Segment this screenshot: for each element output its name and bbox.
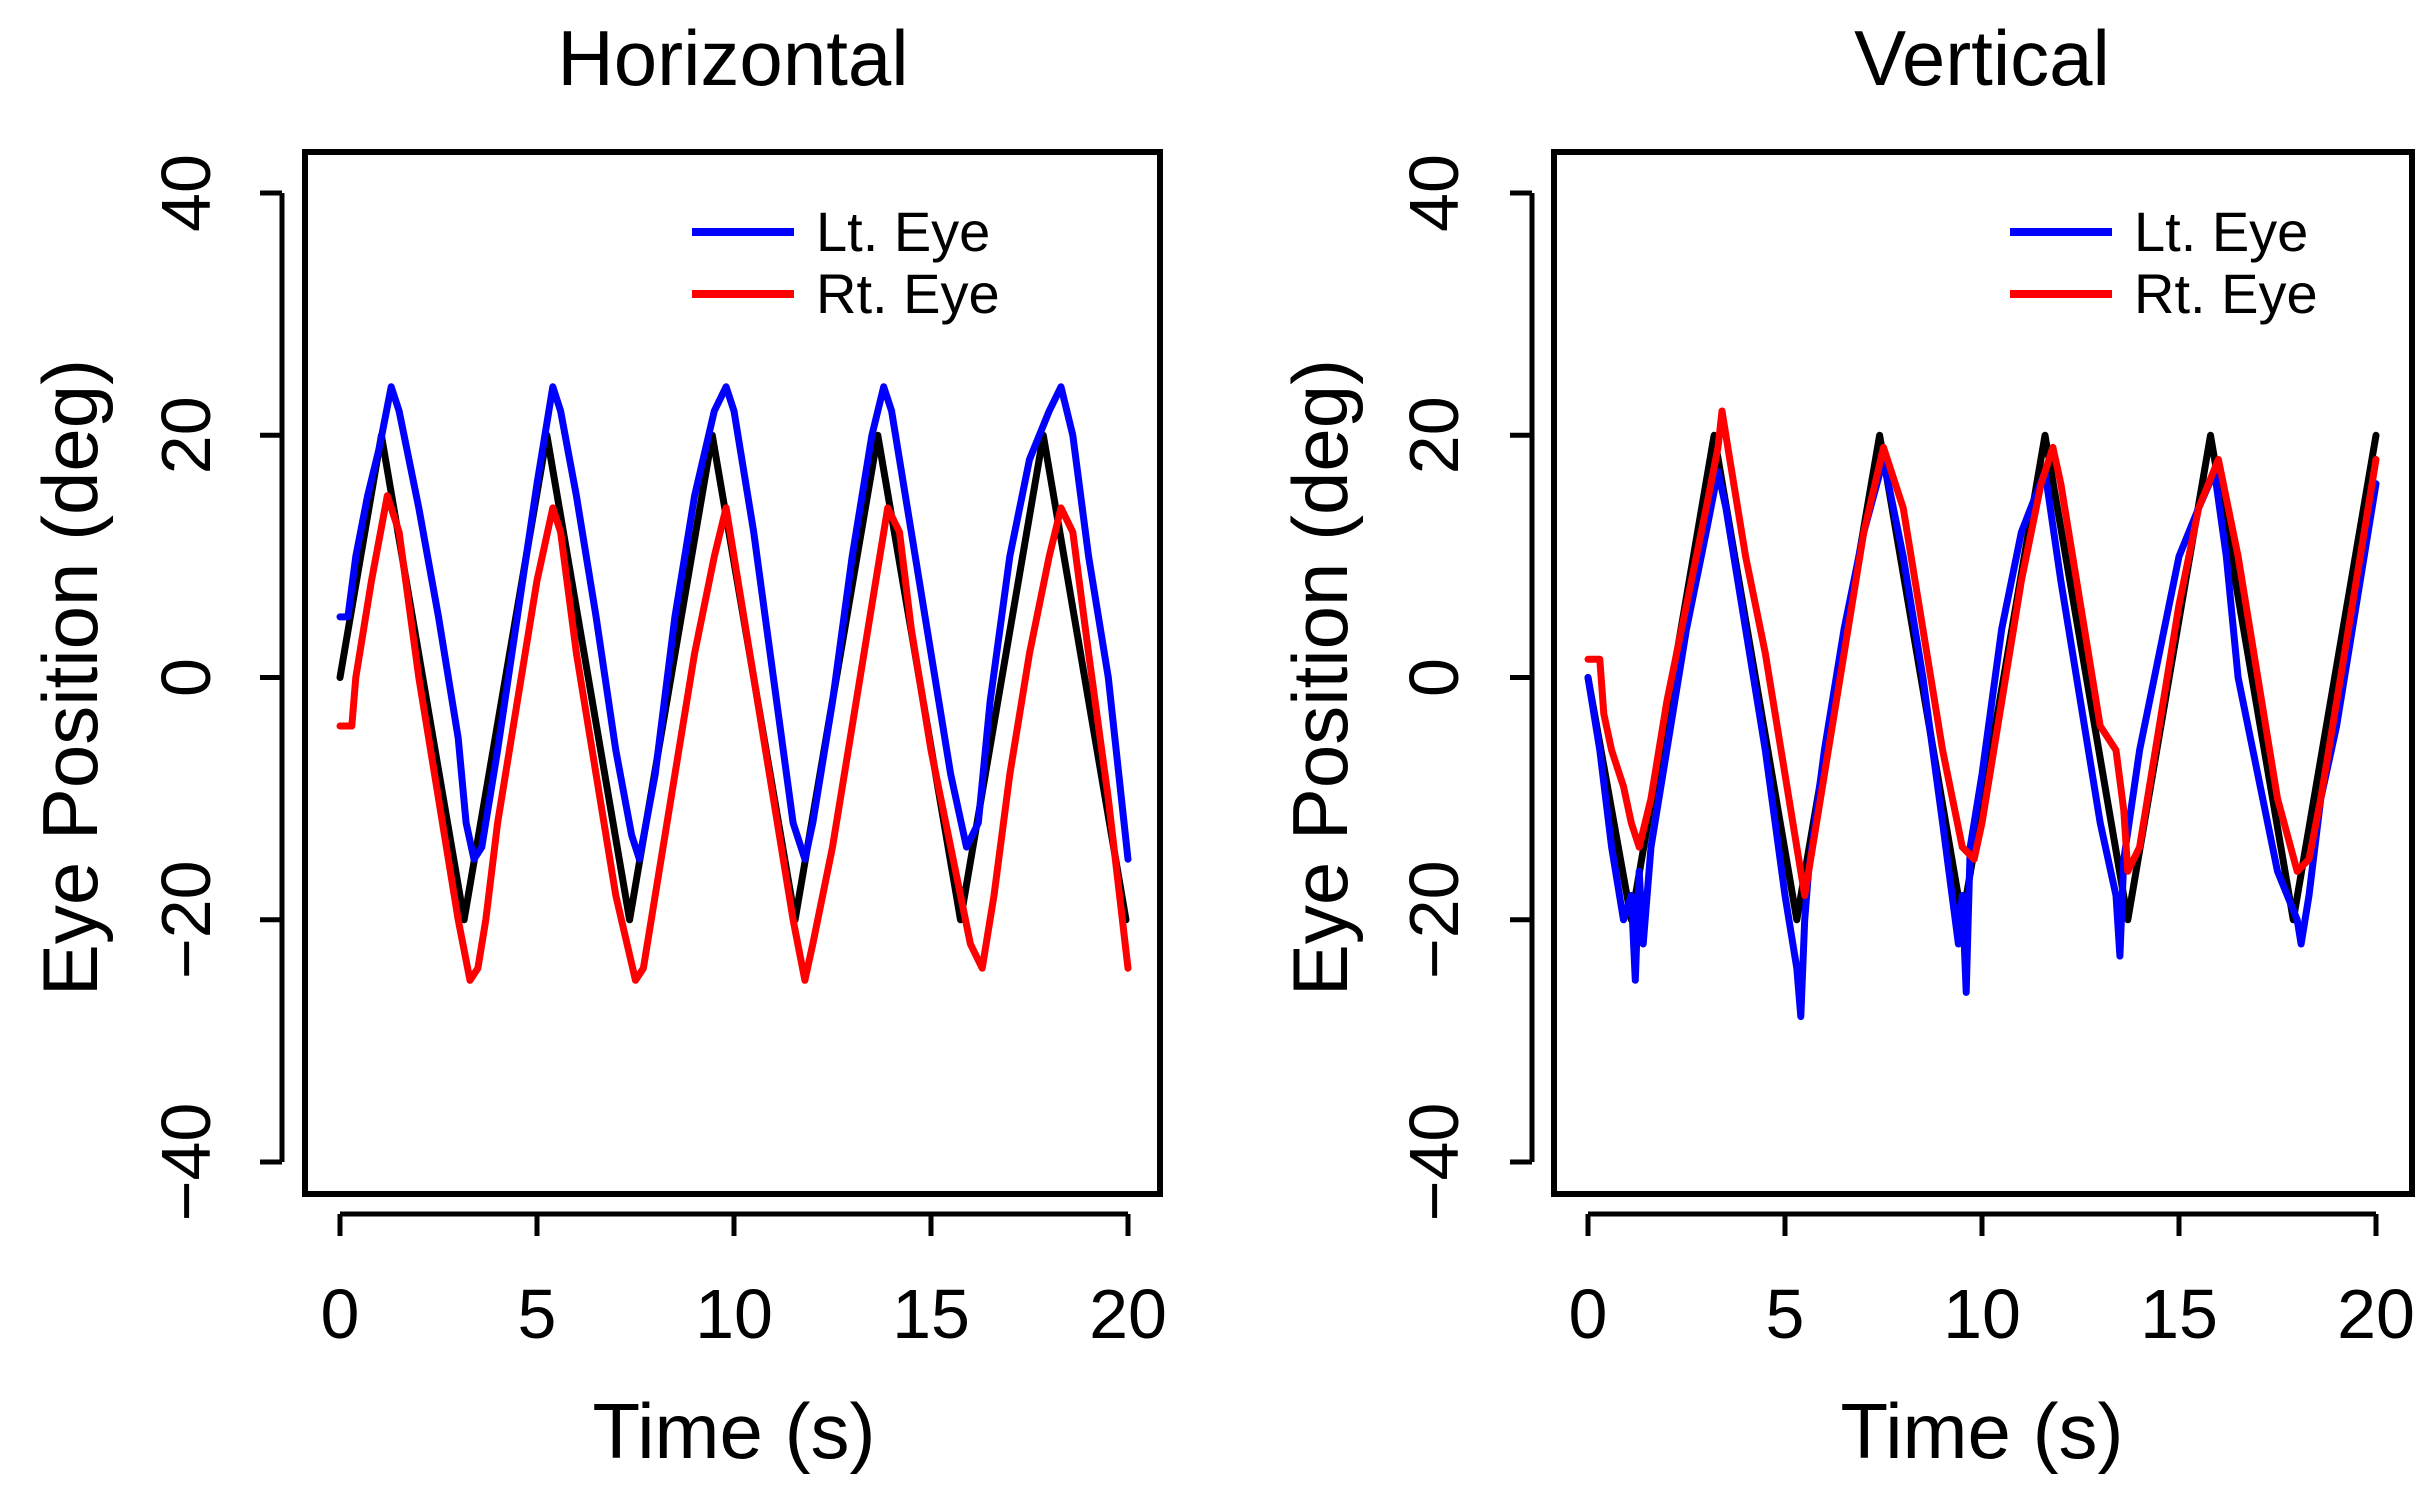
legend-label: Lt. Eye <box>2134 200 2308 263</box>
y-tick-label: −40 <box>1395 1103 1473 1222</box>
legend-label: Lt. Eye <box>816 200 990 263</box>
y-tick-label: 40 <box>1395 154 1473 232</box>
x-tick-label: 5 <box>1766 1275 1805 1353</box>
y-axis: −40 −20 0 20 40 Eye Position (deg) <box>26 154 285 1222</box>
series-line-rt-eye <box>336 492 1132 984</box>
y-tick-label: 40 <box>147 154 225 232</box>
x-axis-label: Time (s) <box>1840 1387 2123 1475</box>
y-tick-label: 20 <box>1395 396 1473 474</box>
series-group <box>336 383 1132 984</box>
y-axis-label: Eye Position (deg) <box>26 359 114 996</box>
x-axis-label: Time (s) <box>592 1387 875 1475</box>
x-tick-label: 10 <box>1943 1275 2021 1353</box>
y-axis-label: Eye Position (deg) <box>1276 359 1364 996</box>
y-tick-label: −20 <box>147 860 225 979</box>
x-axis: 0 5 10 15 20 Time (s) <box>1569 1211 2415 1475</box>
x-tick-label: 5 <box>518 1275 557 1353</box>
x-tick-label: 20 <box>1089 1275 1167 1353</box>
series-line-lt-eye <box>1584 456 2380 1021</box>
x-tick-label: 0 <box>321 1275 360 1353</box>
panel-vertical: Vertical 0 5 10 15 20 Time (s) −40 −20 0 20 40 Eye P… <box>1276 14 2415 1475</box>
y-tick-label: 20 <box>147 396 225 474</box>
series-line-target <box>336 431 1130 924</box>
plot-frame <box>302 149 1163 1197</box>
x-tick-label: 15 <box>892 1275 970 1353</box>
x-tick-label: 20 <box>2337 1275 2415 1353</box>
x-tick-label: 0 <box>1569 1275 1608 1353</box>
chart-title: Vertical <box>1854 14 2110 102</box>
chart-title: Horizontal <box>557 14 908 102</box>
series-group <box>1584 407 2380 1021</box>
panel-horizontal: Horizontal 0 5 10 15 20 Time (s) −40 −20 0 20 40 Eye… <box>26 14 1167 1475</box>
series-line-rt-eye <box>1584 407 2380 899</box>
plot-frame <box>1551 149 2415 1197</box>
y-tick-label: 0 <box>147 658 225 697</box>
x-axis: 0 5 10 15 20 Time (s) <box>321 1211 1167 1475</box>
y-axis: −40 −20 0 20 40 Eye Position (deg) <box>1276 154 1535 1222</box>
x-tick-label: 15 <box>2140 1275 2218 1353</box>
legend-label: Rt. Eye <box>816 262 1000 325</box>
legend-label: Rt. Eye <box>2134 262 2318 325</box>
y-tick-label: 0 <box>1395 658 1473 697</box>
series-line-lt-eye <box>336 383 1132 863</box>
y-tick-label: −20 <box>1395 860 1473 979</box>
x-tick-label: 10 <box>695 1275 773 1353</box>
y-tick-label: −40 <box>147 1103 225 1222</box>
